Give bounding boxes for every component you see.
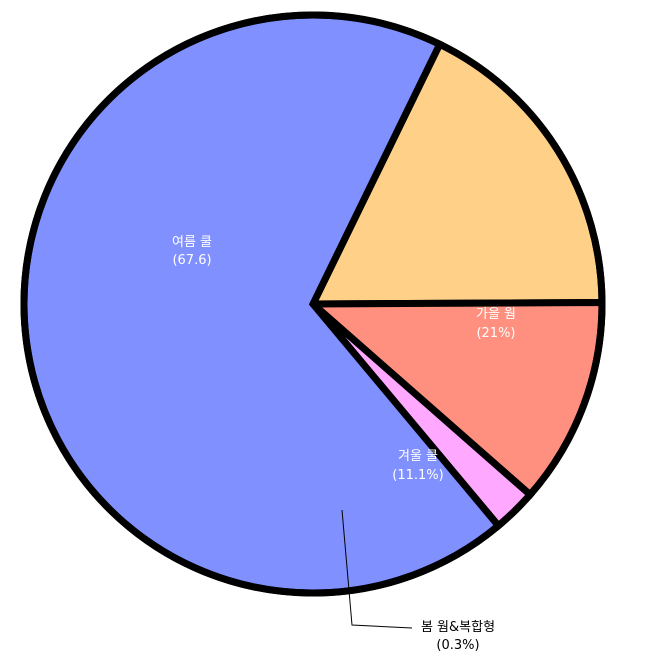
- slice-label-winter-cool: 겨울 쿨: [398, 449, 438, 464]
- slice-value-spring-warm: (0.3%): [436, 638, 479, 653]
- slice-label-spring-warm: 봄 웜&복합형: [421, 620, 495, 635]
- leader-line-spring-warm: [341, 509, 413, 629]
- pie-outline: [20, 11, 606, 597]
- slice-label-autumn-warm: 가을 웜: [476, 307, 516, 322]
- slice-label-summer-cool: 여름 쿨: [172, 235, 212, 250]
- slice-value-winter-cool: (11.1%): [392, 468, 443, 483]
- slice-value-autumn-warm: (21%): [476, 326, 515, 341]
- slice-value-summer-cool: (67.6): [172, 253, 211, 268]
- pie-slices: [20, 11, 606, 597]
- pie-labels: 여름 쿨 (67.6) 가을 웜 (21%) 겨울 쿨 (11.1%) 봄 웜&…: [172, 235, 516, 653]
